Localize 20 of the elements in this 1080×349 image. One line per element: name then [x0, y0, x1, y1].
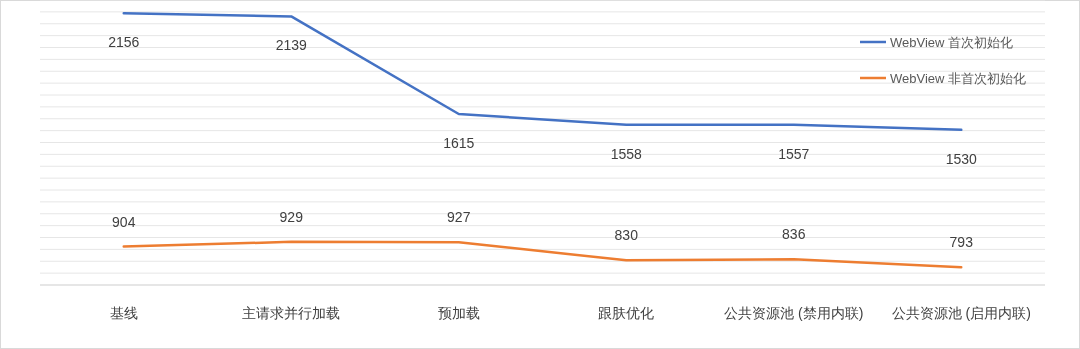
legend-label: WebView 非首次初始化: [890, 71, 1027, 86]
x-tick-label: 跟肤优化: [598, 305, 655, 321]
data-label: 836: [782, 226, 806, 243]
x-tick-label: 公共资源池 (禁用内联): [724, 305, 864, 321]
data-label: 2156: [108, 34, 140, 51]
data-label: 929: [279, 208, 304, 225]
data-label: 904: [112, 213, 136, 230]
data-label: 793: [949, 234, 974, 251]
x-tick-label: 基线: [109, 305, 138, 321]
x-tick-label: 公共资源池 (启用内联): [891, 305, 1031, 321]
x-tick-label: 预加载: [437, 305, 480, 321]
data-label: 1530: [945, 150, 978, 167]
data-label: 830: [614, 227, 639, 244]
data-label: 2139: [275, 37, 308, 54]
data-label: 1615: [443, 135, 475, 152]
legend-label: WebView 首次初始化: [890, 35, 1014, 50]
data-label: 1557: [778, 145, 810, 162]
data-label: 927: [447, 209, 471, 226]
x-tick-label: 主请求并行加载: [242, 305, 341, 321]
data-label: 1558: [610, 145, 643, 162]
